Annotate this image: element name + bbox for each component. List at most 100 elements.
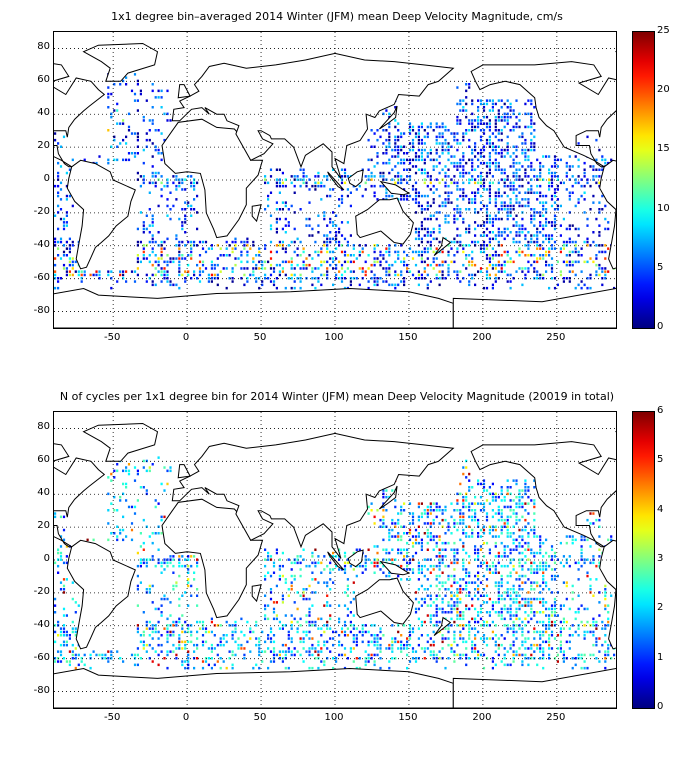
data-bin [477, 588, 480, 591]
data-bin [441, 548, 444, 551]
data-bin [488, 194, 491, 198]
data-bin [468, 525, 471, 528]
data-bin [453, 555, 456, 558]
data-bin [414, 132, 418, 135]
data-bin [151, 584, 154, 588]
data-bin [252, 666, 255, 670]
data-bin [506, 479, 509, 482]
data-bin [169, 601, 172, 604]
data-bin [210, 643, 213, 647]
data-bin [125, 158, 128, 162]
data-bin [169, 555, 172, 558]
data-bin [107, 161, 110, 165]
data-bin [465, 551, 468, 555]
data-bin [485, 227, 489, 231]
data-bin [314, 591, 317, 594]
data-bin [530, 102, 533, 106]
data-bin [284, 666, 287, 670]
data-bin [311, 578, 314, 581]
data-bin [326, 277, 329, 280]
data-bin [515, 502, 518, 505]
data-bin [364, 568, 367, 571]
data-bin [62, 515, 66, 519]
data-bin [468, 535, 471, 538]
data-bin [382, 538, 385, 542]
data-bin [139, 657, 142, 660]
data-bin [462, 528, 465, 532]
data-bin [536, 597, 539, 601]
data-bin [302, 647, 305, 650]
data-bin [559, 640, 562, 644]
data-bin [323, 581, 326, 584]
data-bin [610, 538, 613, 542]
data-bin [178, 247, 181, 250]
data-bin [423, 181, 426, 185]
data-bin [465, 194, 468, 198]
data-bin [459, 578, 462, 581]
data-bin [65, 643, 68, 647]
data-bin [157, 620, 160, 624]
data-bin [119, 657, 122, 660]
data-bin [59, 630, 63, 634]
data-bin [479, 224, 483, 227]
data-bin [485, 221, 489, 224]
data-bin [465, 505, 468, 509]
data-bin [562, 650, 565, 653]
data-bin [275, 286, 278, 290]
data-bin [59, 660, 63, 663]
data-bin [151, 280, 154, 283]
data-bin [491, 175, 494, 178]
data-bin [527, 244, 530, 247]
data-bin [411, 571, 415, 574]
data-bin [169, 119, 172, 122]
data-bin [601, 620, 604, 624]
data-bin [388, 647, 391, 650]
data-bin [151, 171, 154, 175]
data-bin [293, 273, 296, 277]
data-bin [151, 555, 154, 558]
data-bin [598, 231, 601, 234]
data-bin [524, 640, 527, 644]
data-bin [311, 571, 314, 574]
data-bin [453, 660, 456, 663]
data-bin [139, 211, 142, 214]
data-bin [163, 247, 166, 250]
data-bin [488, 532, 491, 535]
data-bin [527, 112, 530, 116]
data-bin [62, 561, 66, 565]
data-bin [145, 227, 148, 231]
data-bin [548, 657, 551, 660]
data-bin [477, 270, 480, 273]
data-bin [441, 204, 444, 208]
data-bin [210, 280, 213, 283]
data-bin [530, 178, 533, 181]
data-bin [586, 630, 589, 634]
data-bin [509, 499, 512, 502]
data-bin [326, 250, 329, 254]
data-bin [151, 122, 154, 125]
data-bin [367, 178, 370, 181]
data-bin [462, 106, 465, 109]
data-bin [210, 263, 213, 267]
data-bin [411, 188, 415, 191]
data-bin [518, 125, 521, 129]
data-bin [68, 257, 71, 260]
data-bin [59, 237, 63, 241]
data-bin [491, 286, 494, 290]
data-bin [261, 260, 264, 264]
data-bin [577, 561, 580, 565]
data-bin [533, 518, 536, 522]
data-bin [264, 564, 267, 568]
data-bin [595, 637, 598, 640]
data-bin [503, 171, 506, 175]
data-bin [524, 254, 527, 257]
data-bin [444, 204, 447, 208]
data-bin [553, 194, 557, 198]
data-bin [219, 643, 222, 647]
data-bin [358, 564, 361, 568]
data-bin [320, 634, 323, 637]
data-bin [485, 171, 489, 175]
data-bin [59, 515, 63, 519]
data-bin [515, 479, 518, 482]
data-bin [408, 247, 412, 250]
